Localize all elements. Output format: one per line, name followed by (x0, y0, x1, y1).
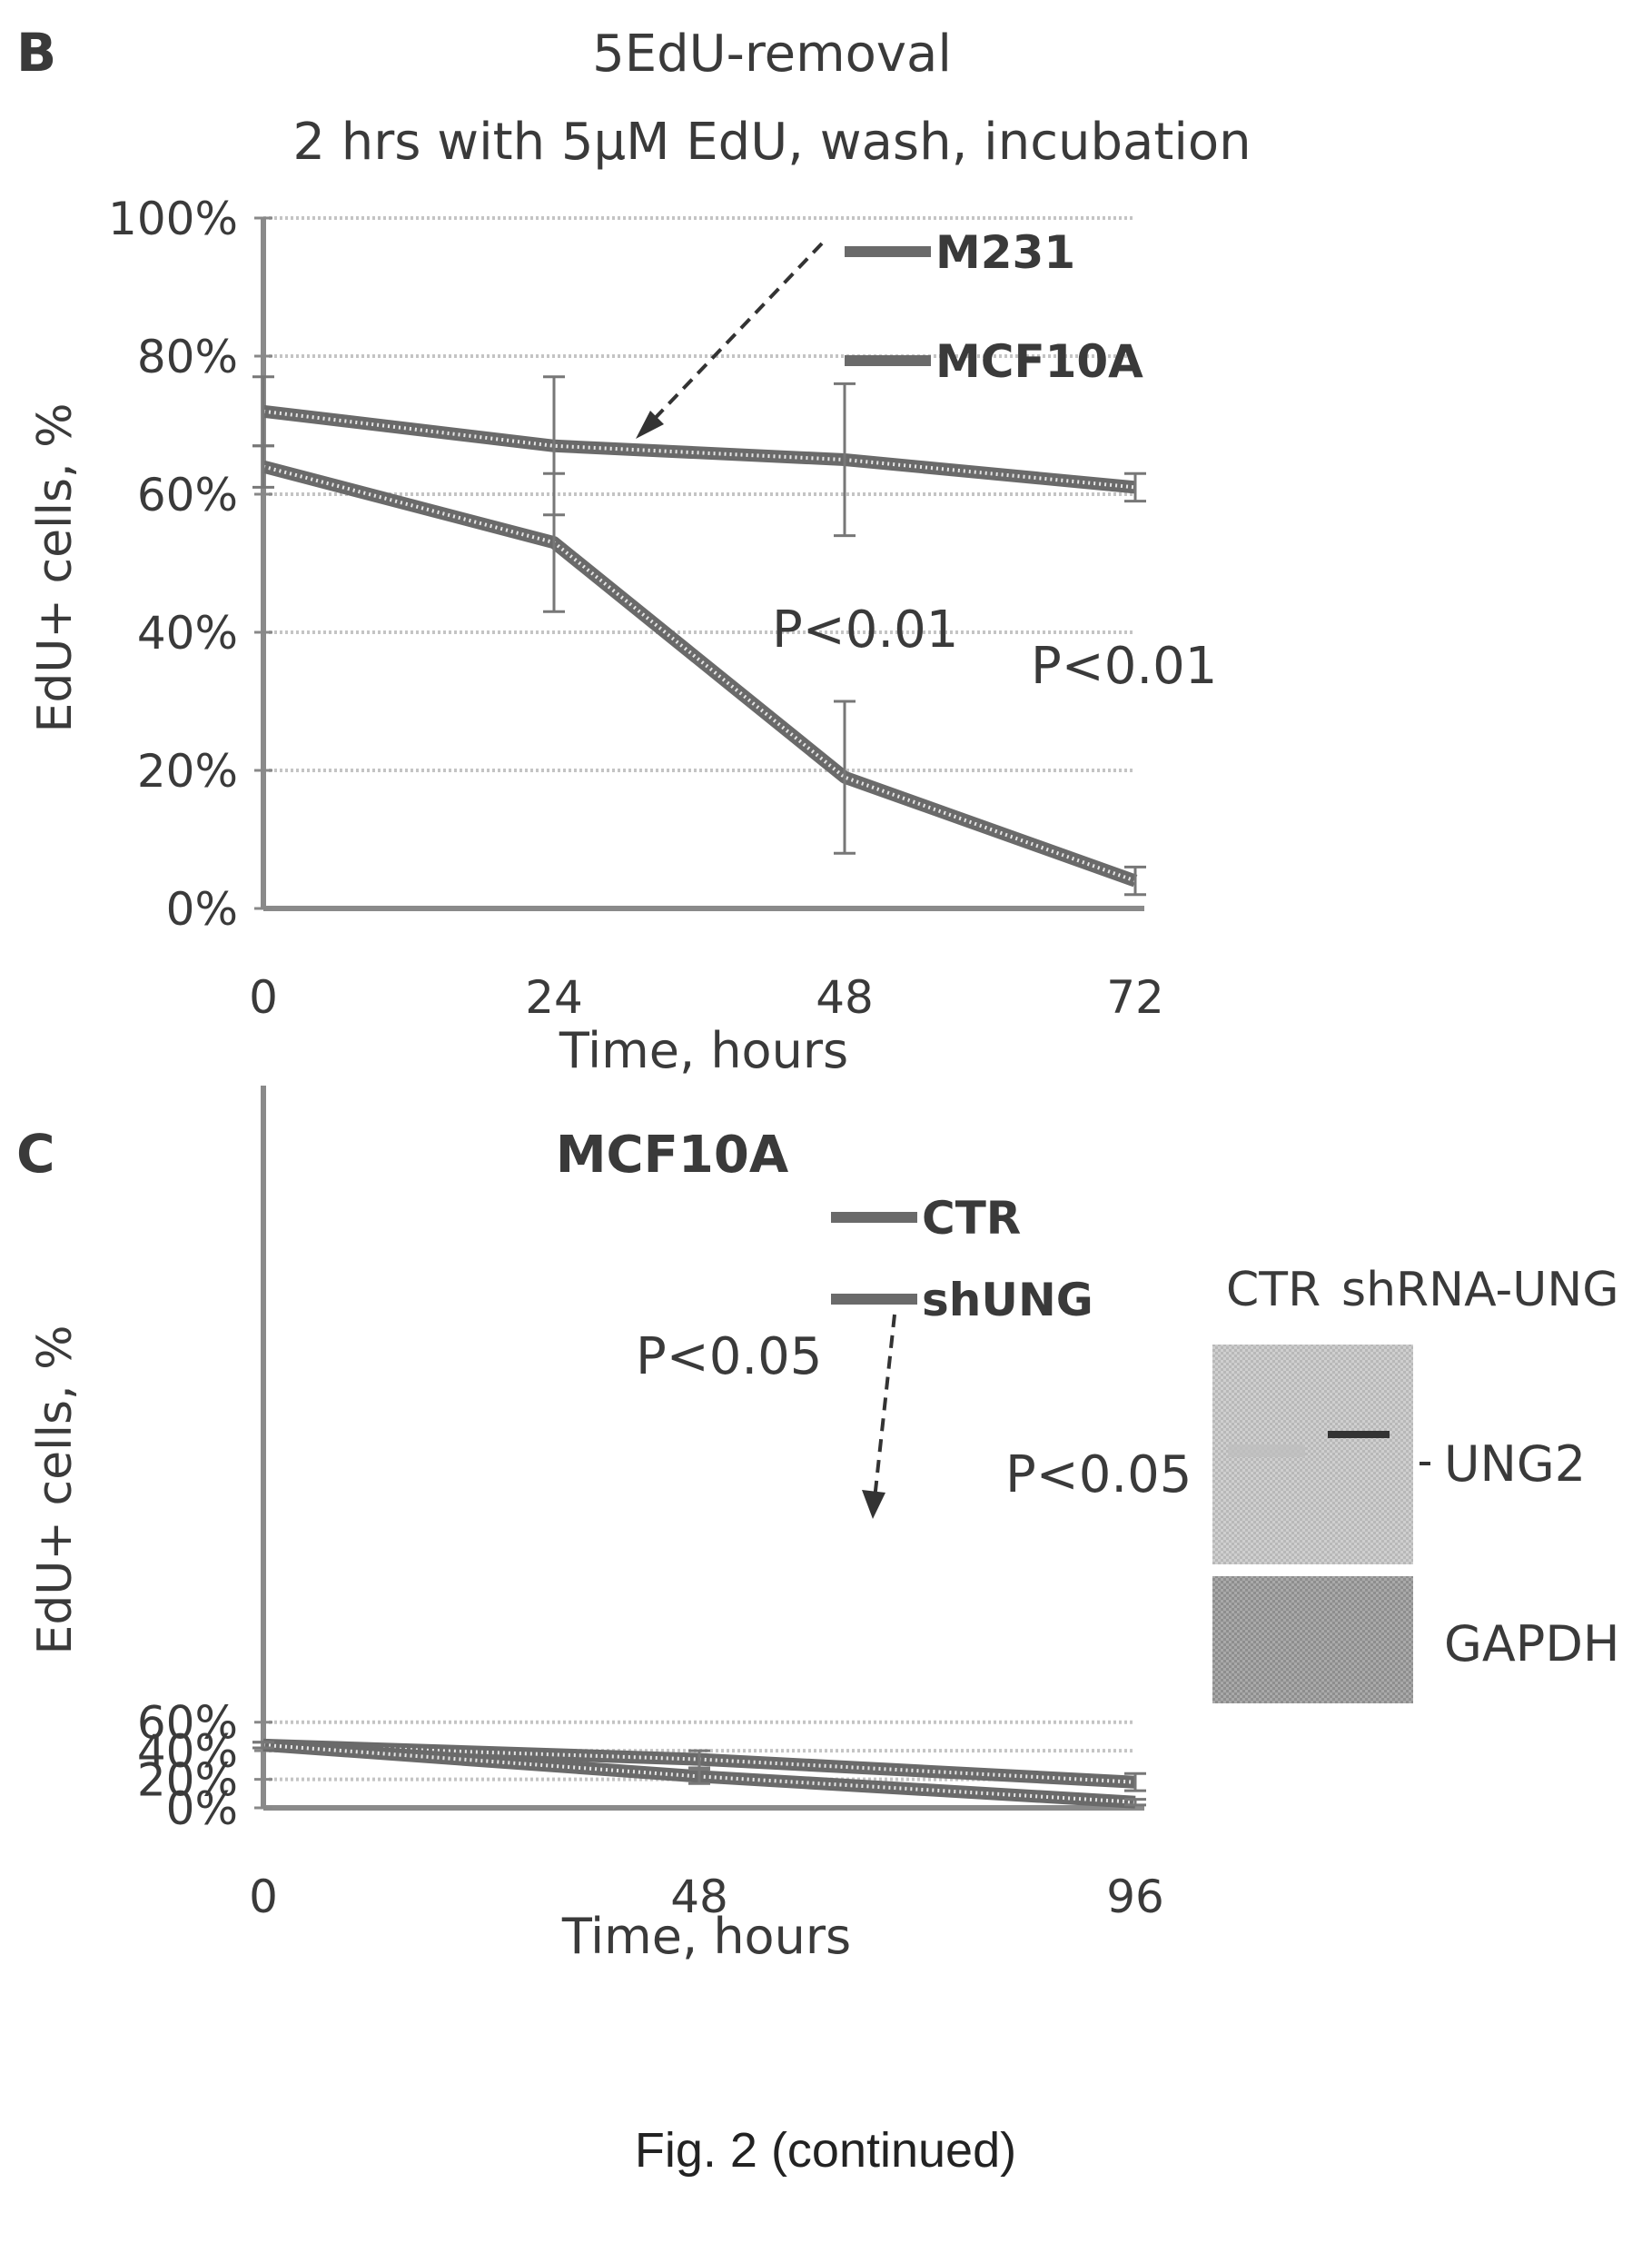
panel-b-chart: B 5EdU-removal 2 hrs with 5μM EdU, wash,… (16, 22, 1251, 1079)
blot-lane-label-shrna-ung: shRNA-UNG (1341, 1263, 1619, 1317)
panel-c-p-value-96h: P<0.05 (1005, 1445, 1192, 1504)
b-y-tick-label: 60% (137, 469, 238, 521)
b-y-tick-label: 0% (166, 883, 238, 936)
blot-ung2-band-ctr (1228, 1444, 1305, 1457)
panel-b-p-value-72h: P<0.01 (1031, 637, 1217, 696)
c-legend-label-ctr: CTR (922, 1192, 1021, 1245)
c-x-tick-label: 96 (1106, 1871, 1164, 1923)
c-x-tick-label: 0 (249, 1871, 278, 1923)
western-blot: CTR shRNA-UNG UNG2 GAPDH (1212, 1263, 1620, 1703)
c-y-tick-label: 20% (137, 1754, 238, 1807)
b-series-line-texture (262, 464, 1136, 883)
panel-b-title: 5EdU-removal (592, 25, 952, 84)
panel-c-label: C (16, 1123, 55, 1185)
blot-ung2-band-shrna (1328, 1431, 1390, 1438)
b-y-tick-label: 80% (137, 331, 238, 383)
panel-b-arrow-head (636, 411, 664, 439)
b-legend-label-mcf10a: MCF10A (935, 335, 1143, 388)
b-series-line-m231 (262, 404, 1136, 494)
b-y-tick-label: 40% (137, 607, 238, 660)
b-y-tick-label: 100% (108, 193, 238, 245)
blot-band-label-ung2: UNG2 (1444, 1435, 1586, 1493)
panel-c-chart: C MCF10A EdU+ cells, % Time, hours 0%20%… (16, 1086, 1192, 1965)
panel-b-x-axis-label: Time, hours (559, 1022, 848, 1079)
b-x-tick-label: 0 (249, 971, 278, 1024)
blot-lane-label-ctr: CTR (1226, 1263, 1321, 1317)
panel-c-title: MCF10A (556, 1126, 789, 1185)
c-legend-label-shung: shUNG (922, 1274, 1093, 1326)
panel-c-arrow-shaft (873, 1314, 896, 1500)
panel-b-label: B (16, 22, 56, 84)
b-x-tick-label: 72 (1106, 971, 1164, 1024)
panel-b-subtitle: 2 hrs with 5μM EdU, wash, incubation (292, 113, 1251, 172)
c-y-tick-label: 60% (137, 1697, 238, 1750)
panel-c-y-axis-label: EdU+ cells, % (28, 1325, 83, 1654)
b-series-line-mcf10a (262, 460, 1138, 888)
figure-caption: Fig. 2 (continued) (635, 2123, 1016, 2178)
panel-c-p-value-48h: P<0.05 (636, 1327, 822, 1386)
c-x-tick-label: 48 (670, 1871, 728, 1923)
c-y-tick-label: 40% (137, 1725, 238, 1778)
panel-c-arrow-head (862, 1490, 885, 1519)
panel-c-x-axis-label: Time, hours (561, 1908, 851, 1965)
c-y-tick-label: 0% (166, 1782, 238, 1835)
blot-gapdh-membrane (1212, 1576, 1413, 1703)
b-x-tick-label: 48 (816, 971, 874, 1024)
b-x-tick-label: 24 (525, 971, 583, 1024)
b-legend-label-m231: M231 (935, 226, 1075, 279)
b-y-tick-label: 20% (137, 745, 238, 798)
panel-b-y-axis-label: EdU+ cells, % (28, 402, 83, 732)
panel-b-arrow-shaft (645, 242, 824, 429)
panel-b-p-value-48h: P<0.01 (772, 600, 958, 660)
blot-band-label-gapdh: GAPDH (1444, 1615, 1620, 1672)
